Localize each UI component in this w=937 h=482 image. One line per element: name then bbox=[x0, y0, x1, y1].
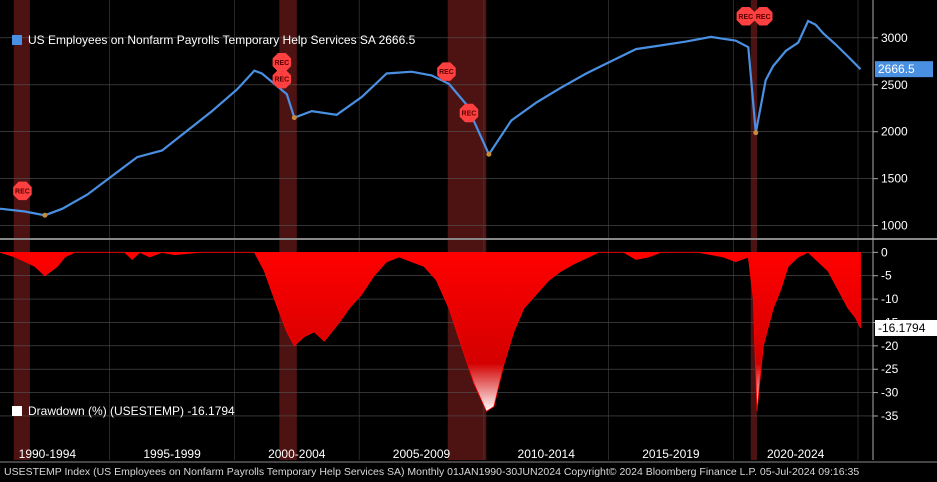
rec-marker-shape bbox=[272, 53, 292, 72]
top-tick-label-3: 2500 bbox=[881, 78, 908, 92]
rec-marker-label: REC bbox=[462, 110, 477, 117]
bottom-tick-label-2: -10 bbox=[881, 292, 899, 306]
rec-marker-label: REC bbox=[15, 188, 30, 195]
payrolls-series bbox=[0, 19, 862, 217]
bottom-tick-label-0: 0 bbox=[881, 245, 888, 259]
x-tick-label-1: 1995-1999 bbox=[143, 447, 201, 461]
drawdown-series bbox=[0, 251, 861, 412]
rec-marker-label: REC bbox=[274, 77, 289, 84]
rec-marker-6: REC bbox=[754, 7, 773, 26]
legend-swatch-line bbox=[12, 35, 22, 45]
bottom-tick-label-6: -30 bbox=[881, 386, 899, 400]
rec-marker-shape bbox=[736, 7, 755, 26]
rec-marker-1: REC bbox=[272, 53, 292, 72]
recession-band-0 bbox=[13, 0, 30, 460]
rec-marker-shape bbox=[459, 103, 479, 123]
bottom-tick-label-7: -35 bbox=[881, 409, 899, 423]
x-tick-label-6: 2020-2024 bbox=[767, 447, 825, 461]
top-last-value-box bbox=[875, 61, 933, 78]
legend-bottom-label: Drawdown (%) (USESTEMP) -16.1794 bbox=[28, 404, 235, 418]
x-tick-label-3: 2005-2009 bbox=[393, 447, 451, 461]
rec-marker-label: REC bbox=[738, 14, 753, 21]
rec-marker-shape bbox=[272, 69, 292, 89]
top-last-value-label: 2666.5 bbox=[878, 62, 915, 76]
trough-dot-2 bbox=[486, 151, 492, 157]
rec-marker-0: REC bbox=[13, 181, 32, 201]
legend-swatch-area bbox=[12, 406, 22, 416]
trough-dot-1 bbox=[291, 115, 297, 121]
x-tick-label-5: 2015-2019 bbox=[642, 447, 700, 461]
rec-marker-2: REC bbox=[272, 69, 292, 89]
legend-top: US Employees on Nonfarm Payrolls Tempora… bbox=[12, 33, 415, 47]
rec-marker-3: REC bbox=[437, 62, 456, 81]
bottom-tick-label-4: -20 bbox=[881, 339, 899, 353]
rec-marker-label: REC bbox=[274, 60, 289, 67]
recession-bands bbox=[13, 0, 758, 460]
rec-marker-shape bbox=[437, 62, 456, 81]
top-tick-label-4: 3000 bbox=[881, 31, 908, 45]
recession-band-3 bbox=[750, 0, 758, 460]
payrolls-line bbox=[0, 19, 862, 218]
rec-marker-shape bbox=[13, 181, 32, 201]
top-tick-label-1: 1500 bbox=[881, 172, 908, 186]
rec-marker-4: REC bbox=[459, 103, 479, 123]
bottom-tick-label-1: -5 bbox=[881, 269, 892, 283]
trough-dot-0 bbox=[42, 212, 48, 218]
legend-top-label: US Employees on Nonfarm Payrolls Tempora… bbox=[28, 33, 416, 47]
axes: 100015002000250030000-5-10-15-20-25-30-3… bbox=[19, 0, 937, 461]
x-tick-label-4: 2010-2014 bbox=[518, 447, 576, 461]
rec-marker-5: REC bbox=[736, 7, 755, 26]
top-tick-label-0: 1000 bbox=[881, 219, 908, 233]
rec-marker-shape bbox=[754, 7, 773, 26]
legend-bottom: Drawdown (%) (USESTEMP) -16.1794 bbox=[12, 404, 235, 418]
bottom-last-value-label: -16.1794 bbox=[878, 321, 926, 335]
footer: USESTEMP Index (US Employees on Nonfarm … bbox=[4, 466, 860, 478]
x-tick-label-2: 2000-2004 bbox=[268, 447, 326, 461]
top-tick-label-2: 2000 bbox=[881, 125, 908, 139]
rec-marker-label: REC bbox=[439, 69, 454, 76]
trough-dot-3 bbox=[753, 130, 759, 136]
bottom-tick-label-5: -25 bbox=[881, 362, 899, 376]
x-tick-label-0: 1990-1994 bbox=[19, 447, 77, 461]
drawdown-area bbox=[0, 251, 861, 412]
bottom-last-value-box bbox=[875, 319, 937, 336]
rec-marker-label: REC bbox=[756, 14, 771, 21]
